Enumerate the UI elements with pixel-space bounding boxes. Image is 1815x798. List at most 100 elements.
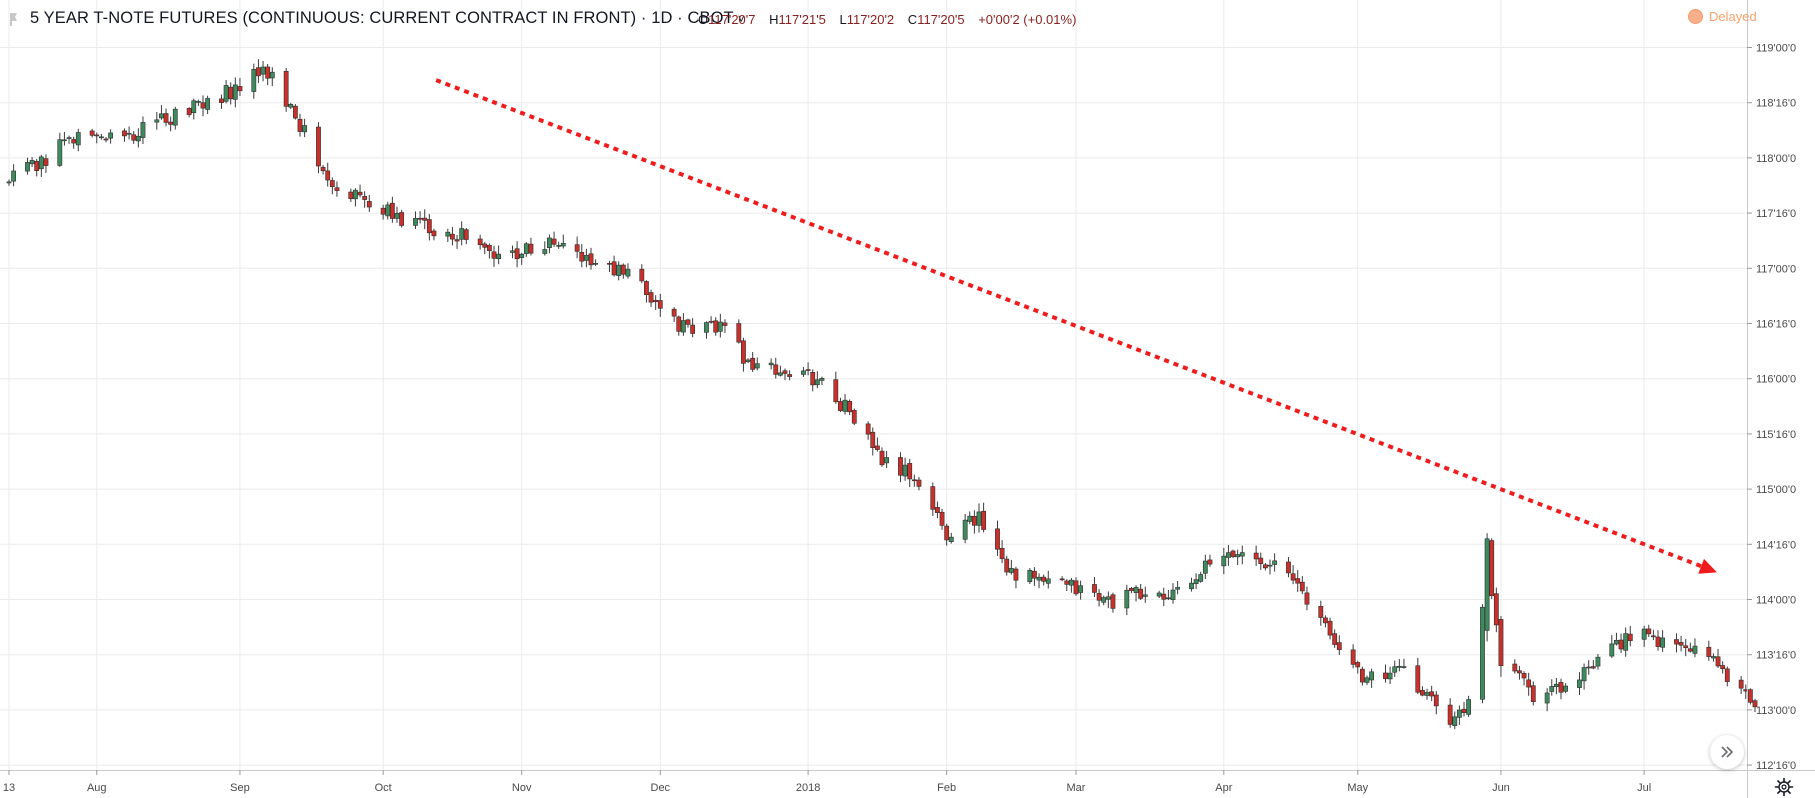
- candle-body: [260, 66, 266, 75]
- candle-body: [205, 98, 211, 110]
- candle: [1650, 629, 1656, 641]
- candle: [736, 319, 742, 344]
- x-tick-label: Nov: [512, 782, 532, 794]
- candle-body: [348, 191, 354, 200]
- candle: [787, 370, 793, 381]
- candle-body: [851, 410, 857, 424]
- candle-body: [680, 320, 686, 333]
- candle: [228, 82, 234, 105]
- candle: [1359, 666, 1365, 686]
- candle-body: [1466, 699, 1472, 715]
- candle: [232, 77, 238, 108]
- candle-body: [1156, 592, 1162, 597]
- candle: [999, 540, 1005, 564]
- candle: [159, 105, 164, 120]
- candle: [1692, 638, 1698, 658]
- candle: [1105, 591, 1111, 609]
- candle: [1526, 672, 1532, 696]
- y-tick-label: 113'00'0: [1756, 705, 1796, 717]
- time-axis[interactable]: 13 Aug Sep Oct Nov Dec 2018 Feb Mar Apr May Jun Jul: [0, 770, 1815, 794]
- candle-body: [1193, 579, 1199, 584]
- candle: [1590, 660, 1596, 670]
- y-tick-label: 113'16'0: [1756, 650, 1796, 662]
- candle: [1323, 615, 1328, 628]
- candle: [745, 358, 751, 364]
- candle: [66, 135, 72, 144]
- candle-body: [25, 162, 30, 172]
- candle-body: [394, 213, 400, 219]
- candle: [269, 67, 275, 87]
- high-label: H: [769, 12, 779, 27]
- candle: [616, 261, 622, 281]
- candle-body: [801, 370, 806, 375]
- chevron-down-icon[interactable]: ˅: [737, 12, 745, 26]
- candle: [1683, 638, 1689, 657]
- candle: [593, 259, 599, 266]
- candle: [519, 252, 525, 265]
- candle-body: [1577, 679, 1582, 688]
- candle: [454, 234, 460, 249]
- candle: [528, 237, 534, 256]
- x-tick-label: 13: [3, 782, 15, 794]
- candle: [1286, 557, 1291, 578]
- candle: [1618, 633, 1624, 653]
- candle-body: [1267, 564, 1273, 567]
- candle: [782, 368, 788, 381]
- candle-body: [57, 139, 63, 166]
- candle: [556, 241, 562, 249]
- candle-body: [223, 85, 229, 102]
- candle-body: [219, 98, 224, 103]
- candle-body: [583, 255, 589, 261]
- delayed-badge[interactable]: Delayed: [1688, 9, 1757, 24]
- candle-body: [648, 292, 654, 303]
- candle-body: [288, 104, 294, 108]
- gear-icon[interactable]: [1774, 777, 1794, 797]
- candle: [422, 209, 428, 230]
- candle-body: [399, 212, 405, 226]
- y-tick-label: 114'00'0: [1756, 595, 1796, 607]
- candle: [1073, 577, 1079, 596]
- candle: [1295, 570, 1301, 592]
- candle-body: [1489, 540, 1495, 596]
- candle-body: [745, 359, 751, 362]
- y-tick-label: 119'00'0: [1756, 43, 1796, 55]
- candle-body: [34, 161, 40, 172]
- candle: [1262, 562, 1268, 571]
- candle: [1595, 654, 1601, 670]
- candle: [551, 231, 557, 247]
- candle: [574, 236, 580, 259]
- candle-body: [1456, 709, 1462, 718]
- candle-body: [1004, 558, 1010, 573]
- symbol-title[interactable]: 5 YEAR T-NOTE FUTURES (CONTINUOUS: CURRE…: [30, 9, 745, 28]
- candle-body: [1590, 666, 1596, 669]
- candle: [1198, 571, 1204, 583]
- candle: [6, 179, 12, 186]
- x-tick-label: Aug: [87, 782, 107, 794]
- candle-body: [644, 281, 649, 295]
- candle-body: [1549, 686, 1555, 692]
- candle: [1041, 574, 1047, 586]
- candle: [94, 132, 100, 144]
- status-dot-icon: [1688, 9, 1703, 24]
- candle: [1429, 685, 1435, 702]
- candle-body: [1424, 692, 1430, 696]
- candle: [1420, 686, 1425, 697]
- candle: [1207, 554, 1213, 567]
- candle-body: [916, 479, 922, 487]
- candle-body: [1105, 596, 1111, 600]
- candle: [717, 313, 723, 338]
- candle: [1655, 630, 1661, 651]
- candle: [1235, 549, 1241, 566]
- flag-icon[interactable]: [9, 13, 18, 26]
- candle-body: [1304, 592, 1310, 605]
- candle: [1544, 688, 1550, 712]
- candle: [320, 165, 326, 175]
- candle: [1156, 590, 1162, 599]
- candle-body: [935, 507, 940, 513]
- candle-body: [971, 515, 977, 526]
- open-label: O: [698, 12, 709, 27]
- candle: [995, 520, 1000, 556]
- scroll-to-realtime-button[interactable]: [1710, 735, 1744, 769]
- price-axis[interactable]: 119'00'0 118'16'0 118'00'0 117'16'0 117'00'0…: [1747, 0, 1796, 798]
